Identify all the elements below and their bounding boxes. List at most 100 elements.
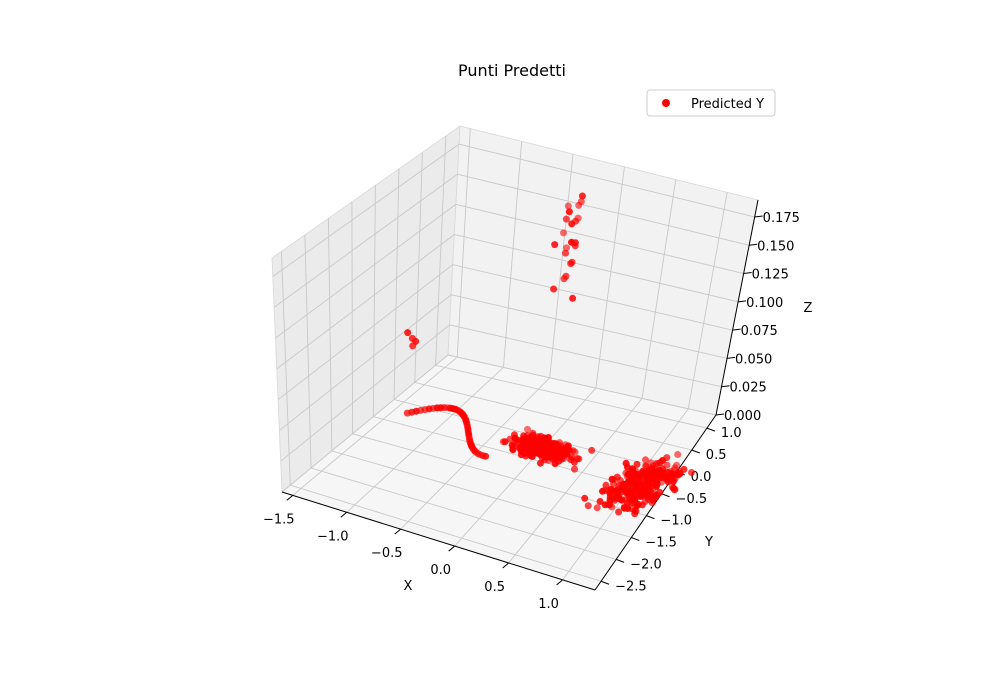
z-tick-mark (715, 413, 725, 416)
data-point (563, 244, 570, 252)
data-point (584, 502, 592, 510)
data-point (629, 465, 637, 473)
data-point (524, 425, 531, 433)
y-tick-label: 0.5 (706, 448, 727, 463)
z-grid-line (273, 173, 750, 308)
data-point (562, 215, 570, 223)
x-tick-mark (448, 545, 456, 552)
data-point (593, 504, 601, 512)
data-point (642, 456, 649, 464)
data-point (625, 471, 633, 479)
data-point (596, 498, 604, 505)
data-point (680, 465, 688, 473)
x-tick-mark (556, 579, 563, 586)
data-point (522, 452, 530, 460)
y-tick-mark (706, 427, 716, 432)
data-point (606, 496, 614, 504)
x-tick-mark (286, 494, 294, 501)
data-point (564, 202, 572, 210)
data-point (524, 444, 532, 452)
data-point (644, 469, 652, 477)
legend-box (646, 89, 776, 117)
data-point (412, 337, 420, 345)
z-tick-label: 0.150 (757, 239, 794, 254)
data-point (601, 501, 609, 509)
data-point (657, 478, 665, 486)
data-point (673, 461, 681, 469)
data-point (645, 477, 653, 485)
data-point (541, 441, 549, 449)
data-point (572, 217, 580, 225)
data-point (575, 201, 583, 209)
data-point (674, 451, 682, 458)
data-point (640, 481, 648, 489)
legend-label: Predicted Y (691, 97, 764, 112)
z-tick-mark (721, 385, 730, 388)
data-point (664, 472, 671, 480)
data-point (663, 454, 671, 462)
data-point (642, 462, 650, 470)
data-point (615, 508, 623, 516)
z-grid-line (281, 354, 717, 493)
data-point (602, 481, 610, 489)
data-point (621, 480, 628, 488)
z-axis-line (715, 199, 759, 416)
data-point (588, 446, 596, 454)
y-tick-label: −1.5 (645, 536, 677, 551)
y-tick-mark (646, 515, 655, 520)
x-tick-mark (394, 528, 402, 535)
y-tick-label: 1.0 (721, 426, 742, 441)
z-grid-line (272, 143, 755, 277)
data-point (631, 510, 639, 518)
data-point (562, 272, 570, 280)
data-point (551, 460, 559, 467)
data-point (531, 438, 539, 446)
y-axis-label: Y (704, 535, 713, 550)
data-point (656, 488, 664, 496)
data-point (482, 452, 490, 460)
z-tick-mark (732, 328, 741, 331)
z-tick-mark (754, 215, 763, 218)
data-point (561, 451, 569, 459)
data-point (613, 487, 621, 495)
data-point (565, 208, 573, 216)
data-point (539, 435, 547, 443)
data-point (556, 439, 564, 447)
legend: Predicted Y (646, 89, 776, 117)
data-point (560, 229, 567, 237)
data-point (607, 485, 615, 493)
data-point (644, 493, 652, 501)
x-tick-label: 1.0 (538, 597, 559, 612)
z-tick-label: 0.025 (730, 381, 767, 396)
y-tick-label: −2.5 (615, 579, 647, 594)
x-tick-label: 0.0 (430, 563, 451, 578)
x-tick-mark (502, 562, 509, 569)
z-tick-label: 0.075 (741, 324, 778, 339)
data-point (622, 459, 630, 467)
data-point (620, 503, 628, 511)
z-grid-line (277, 264, 733, 400)
data-point (510, 431, 518, 439)
data-points (403, 192, 695, 518)
data-point (627, 505, 635, 513)
z-tick-mark (726, 356, 736, 359)
data-point (541, 453, 549, 461)
x-tick-mark (340, 511, 348, 518)
data-point (664, 478, 672, 486)
data-point (581, 494, 589, 502)
data-point (635, 473, 643, 481)
data-point (635, 500, 643, 508)
y-tick-mark (600, 580, 610, 585)
data-point (571, 465, 578, 473)
z-tick-mark (743, 272, 752, 275)
data-point (574, 455, 581, 463)
data-point (564, 442, 572, 450)
chart-title: Punti Predetti (458, 61, 566, 80)
x-tick-label: −0.5 (371, 546, 403, 561)
data-point (628, 489, 636, 497)
y-tick-label: −1.0 (660, 514, 692, 529)
data-point (567, 260, 575, 268)
data-point (659, 465, 667, 473)
y-tick-mark (631, 537, 640, 541)
